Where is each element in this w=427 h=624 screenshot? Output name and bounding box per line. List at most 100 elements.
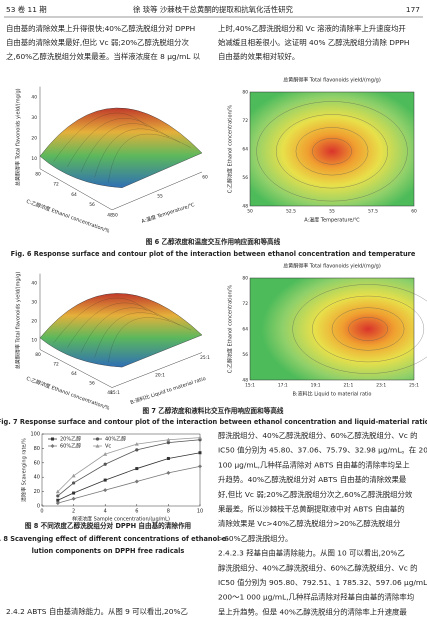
x-tick-label: 0 <box>40 509 43 515</box>
y-tick-label: 80 <box>242 90 248 96</box>
issue: 53 卷 11 期 <box>6 5 47 14</box>
x-tick-label: 25:1 <box>409 383 419 389</box>
surface <box>39 107 203 188</box>
point <box>55 501 60 506</box>
y-tick-label: 100 <box>30 432 40 438</box>
x-tick-label: 56 <box>89 202 95 208</box>
x-axis-label: 样液浓度 Sample concentration/(μg/mL) <box>72 516 170 523</box>
y-tick-label: 64 <box>242 147 248 153</box>
point <box>72 491 76 495</box>
series-line <box>57 439 201 497</box>
body-line: 醇洗脱组分、40%乙醇洗脱组分、60%乙醇洗脱组分、Vc 的 <box>218 431 418 440</box>
contour-line <box>276 114 388 189</box>
y-tick-label: 48 <box>242 204 248 210</box>
x-axis-label: C:乙醇浓度 Ethanol concentration/% <box>25 375 111 412</box>
z-tick-label: 10 <box>31 156 37 162</box>
surface <box>39 293 203 368</box>
point <box>103 462 107 466</box>
legend-marker <box>95 444 100 448</box>
y-tick-label: 40 <box>34 475 40 481</box>
x-tick-label: 72 <box>53 182 59 188</box>
body-line: 果最差。所以沙棘枝干总黄酮提取液中对 ABTS 自由基的 <box>218 505 405 514</box>
caption-en: Fig. 6 Response surface and contour plot… <box>11 250 416 258</box>
z-tick-label: 30 <box>31 115 37 121</box>
axis <box>111 171 203 211</box>
x-tick-label: 4 <box>104 509 107 515</box>
y-tick-label: 80 <box>242 276 248 282</box>
body-line: 上时,40%乙醇洗脱组分和 Vc 溶液的清除率上升速度均开 <box>218 24 406 33</box>
point <box>71 473 76 478</box>
x-tick-label: 19:1 <box>311 383 321 389</box>
body-line: IC50 值分别为 905.80、792.51、1 785.32、597.06 … <box>218 578 427 587</box>
z-tick-label: 30 <box>31 300 37 306</box>
z-tick-label: 10 <box>31 338 37 344</box>
body-line: 100 μg/mL,几种样品清除对 ABTS 自由基的清除率均呈上 <box>218 460 410 469</box>
y-tick-label: 20:1 <box>155 373 165 379</box>
y-tick-label: 60 <box>202 174 208 180</box>
x-tick-label: 48 <box>107 212 113 218</box>
x-tick-label: 64 <box>71 192 77 198</box>
point <box>198 435 202 440</box>
y-axis-label: A:温度 Temperature/℃ <box>140 201 195 225</box>
y-tick-label: 72 <box>242 118 248 124</box>
y-tick-label: 15:1 <box>110 390 120 396</box>
x-tick-label: 10 <box>197 509 203 515</box>
x-tick-label: 55 <box>329 209 335 215</box>
x-tick-label: 48 <box>107 390 113 396</box>
z-axis-label: 总黄酮得率 Total flavonoids yield/(mg/g) <box>15 272 22 370</box>
point <box>71 496 76 501</box>
legend-marker <box>50 444 55 448</box>
caption-cn: 图 6 乙醇浓度和温度交互作用响应面和等高线 <box>146 237 281 246</box>
contour-field <box>249 91 415 207</box>
point <box>166 437 171 442</box>
x-tick-label: 23:1 <box>376 383 386 389</box>
y-tick-label: 56 <box>242 175 248 181</box>
plot-frame <box>41 433 201 507</box>
point <box>135 448 139 452</box>
point <box>166 456 170 460</box>
body-line: IC50 值分别为 45.80、37.06、75.79、32.98 μg/mL。… <box>218 446 427 455</box>
body-line: 好,但比 Vc 弱;20%乙醇洗脱组分次之,60%乙醇洗脱组分效 <box>218 490 413 499</box>
axis <box>39 168 113 211</box>
x-tick-label: 17:1 <box>278 383 288 389</box>
y-tick-label: 56 <box>242 352 248 358</box>
y-tick-label: 64 <box>242 327 248 333</box>
body-line: 呈上升趋势。但是 40%乙醇洗脱组分的清除率上升速度最 <box>218 607 407 616</box>
caption-en: Fig. 8 Scavenging effect of different co… <box>0 535 229 543</box>
body-line: 2.4.2.3 羟基自由基清除能力。从图 10 可以看出,20%乙 <box>218 549 405 558</box>
point <box>198 451 202 455</box>
point <box>166 470 171 475</box>
y-tick-label: 72 <box>242 301 248 307</box>
legend-label: 60%乙醇 <box>60 443 81 450</box>
running-title: 徐 琰等 沙棘枝干总黄酮的提取和抗氧化活性研究 <box>133 5 294 14</box>
point <box>56 494 60 498</box>
series-line <box>57 466 201 504</box>
contour-title: 总黄酮得率 Total flavonoids yield/(mg/g) <box>283 77 381 84</box>
y-tick-label: 60 <box>34 460 40 466</box>
contour-line <box>256 101 408 202</box>
x-tick-label: 2 <box>72 509 75 515</box>
caption-en: Fig. 7 Response surface and contour plot… <box>0 418 427 426</box>
body-line: 自由基的清除效果最好,但比 Vc 弱;20%乙醇洗脱组分次 <box>6 38 190 47</box>
x-tick-label: 6 <box>135 509 138 515</box>
page-number: 177 <box>406 5 420 14</box>
x-tick-label: 80 <box>35 171 41 177</box>
y-tick-label: 20 <box>34 489 40 495</box>
z-tick-label: 20 <box>31 135 37 141</box>
axis <box>111 352 203 388</box>
y-axis-label: C:乙醇浓度 Ethanol concentration/% <box>227 105 234 194</box>
body-line: 自由基的清除效果上升得很快;40%乙醇洗脱组分对 DPPH <box>6 24 195 33</box>
x-tick-label: 64 <box>71 371 77 377</box>
contour-line <box>292 284 427 374</box>
body-line: >60%乙醇洗脱组分。 <box>218 534 292 543</box>
legend-marker <box>51 437 54 441</box>
legend-label: 20%乙醇 <box>60 436 81 443</box>
y-axis-label: B:液料比 Liquid to material ratio <box>129 375 206 406</box>
x-tick-label: 52.5 <box>286 209 296 215</box>
series-line <box>57 437 201 492</box>
y-tick-label: 48 <box>242 378 248 384</box>
y-tick-label: 55 <box>157 193 163 199</box>
legend-marker <box>95 437 100 441</box>
x-tick-label: 72 <box>53 362 59 368</box>
